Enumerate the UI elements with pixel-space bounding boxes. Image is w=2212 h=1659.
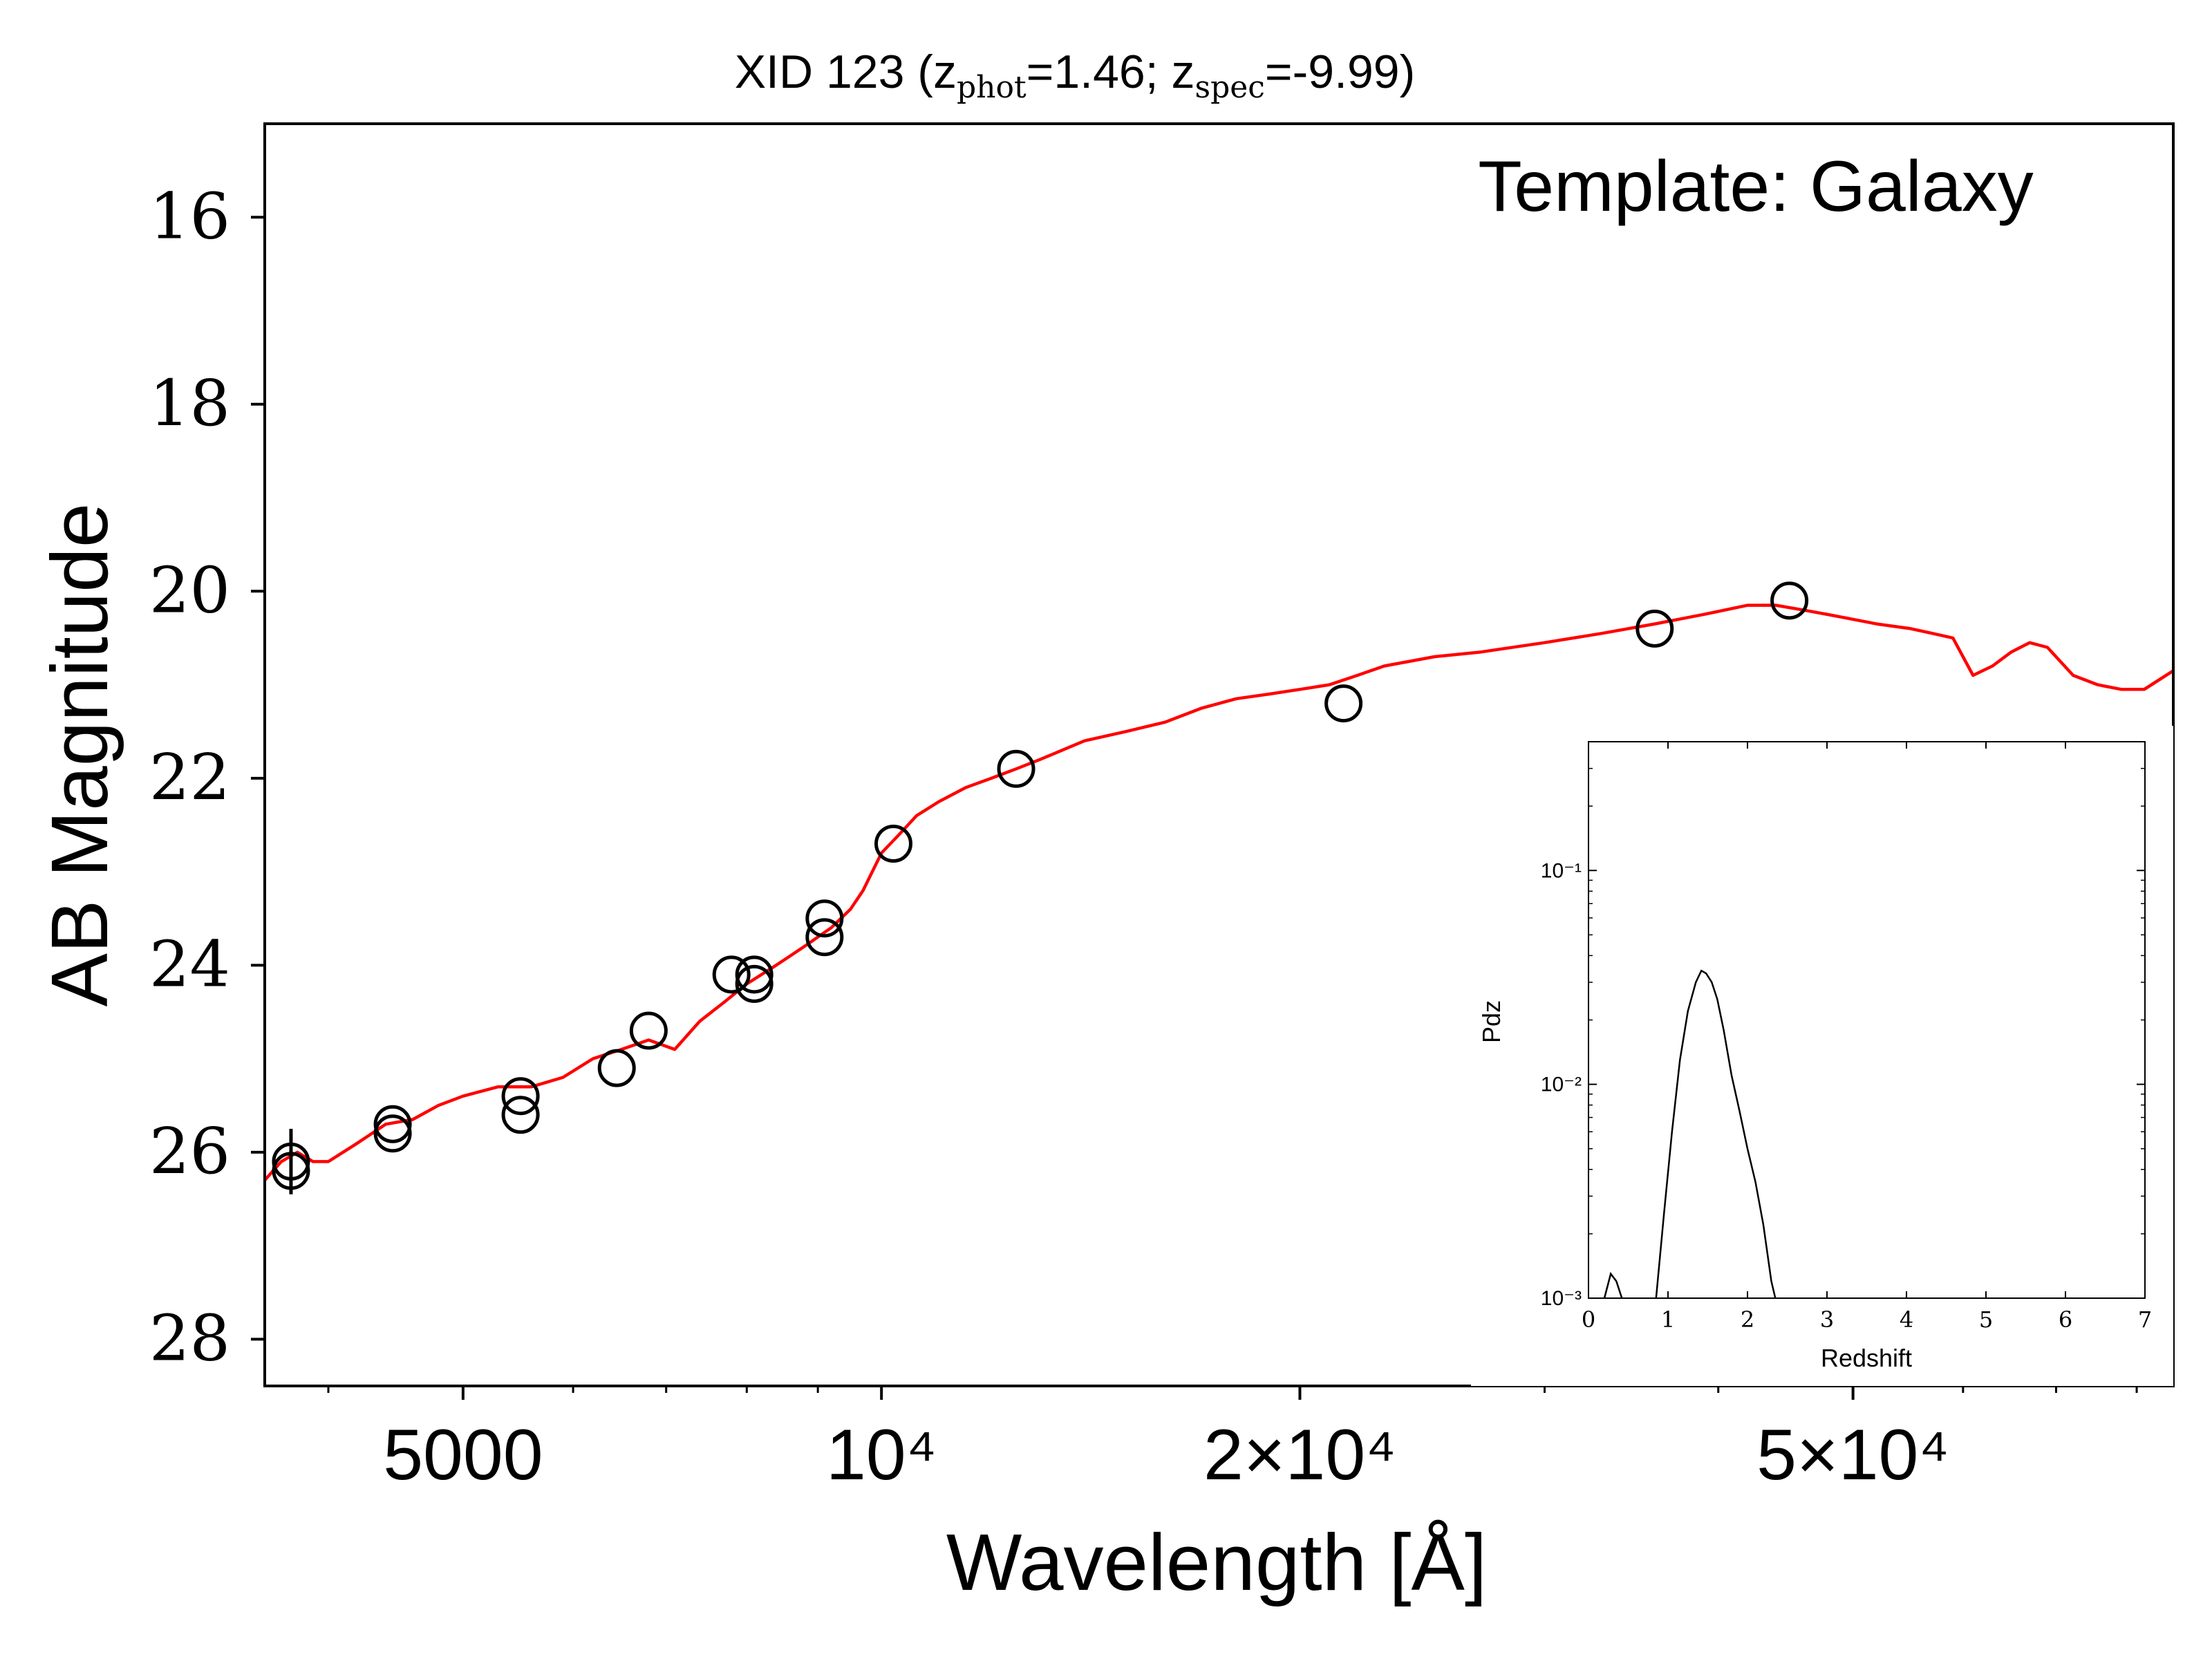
inset-x-tick-label: 0 [1582,1306,1595,1333]
inset-y-tick-label: 10⁻² [1541,1074,1582,1096]
inset-y-tick-label: 10⁻³ [1541,1287,1582,1310]
y-tick-label: 20 [149,553,230,627]
photometry-point [712,955,751,994]
y-tick-label: 26 [149,1114,230,1188]
pdz-inset: 0 1 2 3 4 5 6 7 10⁻³ 10⁻² 10⁻¹ Redshift Pdz [1471,726,2173,1386]
x-tick-label: 2×10⁴ [1203,1415,1396,1495]
inset-y-axis-label: Pdz [1477,1000,1506,1043]
y-tick-label: 24 [149,927,230,1001]
photometry-point [1635,609,1674,648]
inset-x-tick-label: 4 [1900,1306,1913,1333]
pdz-line [1655,969,1777,1299]
y-tick-label: 22 [149,740,230,814]
template-spectrum [263,603,2175,1181]
x-tick-label: 5×10⁴ [1756,1415,1949,1495]
x-tick-label: 5000 [383,1415,543,1495]
photometry-point [597,1049,636,1087]
inset-x-axis-label: Redshift [1821,1344,1912,1372]
photometry-point [735,964,774,1003]
template-annotation: Template: Galaxy [1478,147,2033,227]
inset-x-tick-label: 3 [1820,1306,1834,1333]
photometry-point [735,955,774,994]
inset-y-tick-label: 10⁻¹ [1541,859,1582,882]
y-tick-label: 28 [149,1301,230,1375]
photometry-point [1770,581,1809,620]
inset-x-tick-label: 6 [2059,1306,2072,1333]
inset-x-tick-label: 7 [2138,1306,2152,1333]
x-tick-label: 10⁴ [826,1415,937,1495]
chart-title: XID 123 (zphot=1.46; zspec=-9.99) [735,46,1416,105]
photometry-point [629,1011,668,1050]
inset-x-tick-label: 1 [1661,1306,1675,1333]
y-tick-label: 18 [149,366,230,440]
pdz-curve [1603,969,1777,1299]
template-line [263,603,2175,1181]
inset-x-tick-label: 5 [1979,1306,1993,1333]
inset-frame [1588,741,2146,1299]
photometry-point [805,918,844,957]
photometry-point [805,899,844,938]
photometry-points [272,581,1809,1194]
photometry-point [272,1142,310,1181]
inset-x-tick-label: 2 [1741,1306,1754,1333]
photometry-point [373,1105,412,1143]
inset-axes: 0 1 2 3 4 5 6 7 10⁻³ 10⁻² 10⁻¹ [1541,741,2152,1333]
photometry-point [272,1152,310,1190]
photometry-point [874,824,912,863]
x-axis-label: Wavelength [Å] [946,1517,1487,1607]
photometry-point [997,749,1035,788]
pdz-line [1603,1271,1623,1299]
photometry-point [501,1096,540,1134]
photometry-point [373,1114,412,1153]
photometry-point [1324,684,1363,723]
y-tick-label: 16 [149,179,230,253]
y-axis-label: AB Magnitude [35,503,124,1007]
photometry-point [501,1077,540,1116]
